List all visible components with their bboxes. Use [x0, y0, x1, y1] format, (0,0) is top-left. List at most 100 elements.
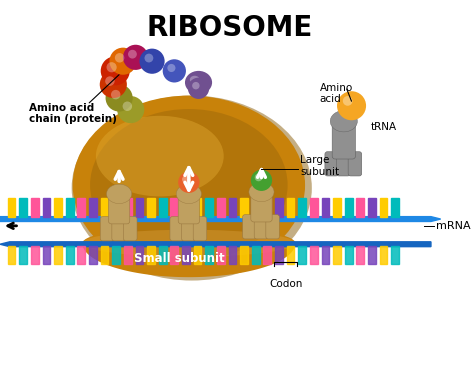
Circle shape: [182, 176, 190, 183]
Bar: [112, 246, 120, 264]
Text: Amino
acid: Amino acid: [319, 82, 353, 104]
Text: RIBOSOME: RIBOSOME: [146, 14, 313, 42]
Bar: [345, 246, 353, 264]
Bar: [136, 246, 143, 264]
Bar: [54, 198, 62, 217]
Bar: [240, 246, 248, 264]
Bar: [205, 246, 213, 264]
Ellipse shape: [185, 71, 212, 94]
FancyBboxPatch shape: [337, 152, 350, 176]
Bar: [356, 246, 364, 264]
Bar: [275, 246, 283, 264]
Ellipse shape: [107, 184, 132, 204]
FancyBboxPatch shape: [254, 215, 268, 239]
Bar: [228, 198, 237, 217]
Text: tRNA: tRNA: [371, 122, 397, 132]
Circle shape: [255, 174, 263, 181]
Circle shape: [337, 91, 366, 120]
Bar: [310, 198, 318, 217]
Bar: [345, 198, 353, 217]
Bar: [124, 198, 132, 217]
Circle shape: [343, 96, 353, 106]
Ellipse shape: [249, 182, 274, 202]
Bar: [77, 246, 85, 264]
FancyBboxPatch shape: [182, 217, 195, 241]
Ellipse shape: [82, 230, 295, 257]
Circle shape: [251, 169, 272, 191]
FancyBboxPatch shape: [109, 191, 130, 224]
Circle shape: [105, 76, 115, 86]
Bar: [159, 198, 166, 217]
Ellipse shape: [90, 109, 288, 261]
Bar: [298, 246, 306, 264]
Bar: [321, 198, 329, 217]
FancyBboxPatch shape: [251, 189, 272, 222]
Bar: [391, 198, 399, 217]
Bar: [391, 246, 399, 264]
Circle shape: [107, 62, 117, 72]
Bar: [217, 246, 225, 264]
Bar: [368, 198, 376, 217]
Bar: [275, 198, 283, 217]
Bar: [182, 246, 190, 264]
Bar: [310, 246, 318, 264]
Bar: [54, 246, 62, 264]
Bar: [136, 198, 143, 217]
Bar: [100, 246, 109, 264]
Bar: [66, 198, 73, 217]
Circle shape: [117, 96, 144, 123]
Circle shape: [163, 59, 186, 82]
Circle shape: [188, 78, 209, 99]
Circle shape: [100, 56, 130, 86]
Bar: [194, 198, 201, 217]
Bar: [112, 198, 120, 217]
Bar: [298, 198, 306, 217]
FancyBboxPatch shape: [100, 217, 114, 241]
Circle shape: [145, 54, 153, 62]
Text: mRNA: mRNA: [436, 221, 470, 231]
Ellipse shape: [82, 226, 295, 260]
Bar: [77, 198, 85, 217]
Bar: [159, 246, 166, 264]
Bar: [217, 198, 225, 217]
Bar: [182, 198, 190, 217]
Circle shape: [100, 71, 127, 98]
Bar: [89, 198, 97, 217]
Bar: [66, 246, 73, 264]
FancyBboxPatch shape: [178, 191, 200, 224]
Bar: [19, 246, 27, 264]
FancyBboxPatch shape: [112, 217, 126, 241]
Bar: [8, 246, 16, 264]
Ellipse shape: [176, 184, 201, 204]
Ellipse shape: [96, 116, 224, 196]
Bar: [31, 246, 39, 264]
Text: Large
subunit: Large subunit: [300, 155, 339, 177]
Text: Amino acid
chain (protein): Amino acid chain (protein): [29, 103, 117, 124]
Bar: [240, 198, 248, 217]
Bar: [252, 198, 260, 217]
Circle shape: [109, 48, 137, 75]
Text: Small subunit: Small subunit: [134, 252, 225, 265]
Bar: [147, 198, 155, 217]
FancyBboxPatch shape: [348, 152, 362, 176]
FancyArrow shape: [0, 242, 431, 247]
Bar: [356, 198, 364, 217]
Circle shape: [115, 53, 124, 63]
Bar: [252, 246, 260, 264]
Bar: [205, 198, 213, 217]
Bar: [43, 246, 50, 264]
Circle shape: [123, 45, 148, 70]
Bar: [147, 246, 155, 264]
Ellipse shape: [73, 96, 305, 275]
Ellipse shape: [190, 76, 200, 84]
FancyArrow shape: [0, 217, 441, 222]
FancyBboxPatch shape: [325, 152, 338, 176]
Circle shape: [192, 82, 200, 89]
FancyBboxPatch shape: [123, 217, 137, 241]
Bar: [43, 198, 50, 217]
Bar: [333, 246, 341, 264]
Bar: [264, 246, 271, 264]
Circle shape: [111, 90, 120, 99]
Polygon shape: [82, 243, 295, 277]
Bar: [171, 246, 178, 264]
